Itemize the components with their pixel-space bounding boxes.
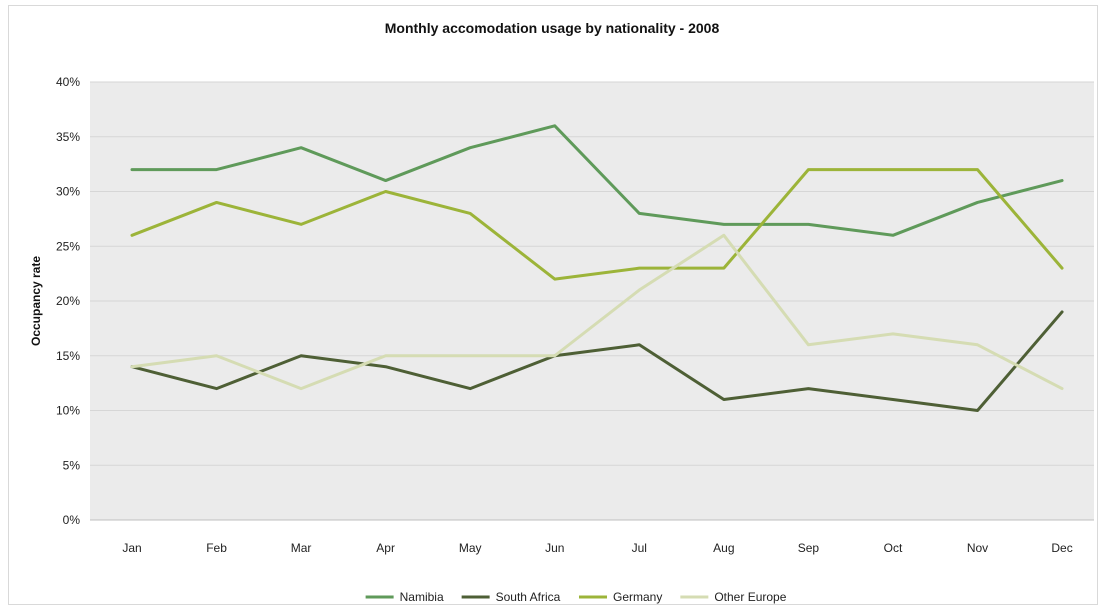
series-line-south-africa bbox=[130, 310, 1064, 412]
x-tick-label: Sep bbox=[798, 541, 820, 555]
x-tick-label: Mar bbox=[291, 541, 312, 555]
legend: Namibia South Africa Germany Other Europe bbox=[365, 590, 787, 604]
x-tick-label: Oct bbox=[884, 541, 903, 555]
x-tick-label: Aug bbox=[713, 541, 734, 555]
y-tick-label: 25% bbox=[56, 239, 80, 253]
y-tick-label: 0% bbox=[63, 513, 81, 527]
x-tick-label: Jul bbox=[632, 541, 647, 555]
legend-item: Namibia bbox=[365, 590, 444, 604]
y-tick-label: 40% bbox=[56, 75, 80, 89]
legend-label: South Africa bbox=[496, 590, 561, 604]
legend-label: Namibia bbox=[400, 590, 444, 604]
gridlines bbox=[90, 81, 1094, 466]
x-tick-label: May bbox=[459, 541, 482, 555]
x-tick-label: Feb bbox=[206, 541, 227, 555]
legend-label: Other Europe bbox=[714, 590, 786, 604]
y-tick-label: 35% bbox=[56, 130, 80, 144]
y-tick-label: 10% bbox=[56, 404, 80, 418]
series-line-namibia bbox=[130, 124, 1064, 237]
series-lines bbox=[130, 124, 1064, 412]
legend-label: Germany bbox=[613, 590, 662, 604]
series-line-other-europe bbox=[130, 233, 1064, 391]
y-axis-ticks: 0% 5% 10% 15% 20% 25% 30% 35% 40% bbox=[56, 75, 80, 527]
series-line-germany bbox=[130, 168, 1064, 281]
y-tick-label: 30% bbox=[56, 185, 80, 199]
legend-item: Other Europe bbox=[680, 590, 787, 604]
y-axis-title: Occupancy rate bbox=[29, 256, 43, 346]
y-tick-label: 20% bbox=[56, 294, 80, 308]
x-tick-label: Jun bbox=[545, 541, 564, 555]
x-axis-ticks: Jan Feb Mar Apr May Jun Jul Aug Sep Oct Nov Dec bbox=[90, 519, 1094, 555]
x-tick-label: Apr bbox=[376, 541, 395, 555]
chart-title: Monthly accomodation usage by nationalit… bbox=[385, 20, 720, 36]
x-tick-label: Jan bbox=[122, 541, 141, 555]
legend-item: Germany bbox=[578, 590, 662, 604]
y-tick-label: 15% bbox=[56, 349, 80, 363]
legend-item: South Africa bbox=[461, 590, 561, 604]
y-tick-label: 5% bbox=[63, 458, 81, 472]
x-tick-label: Dec bbox=[1051, 541, 1072, 555]
x-tick-label: Nov bbox=[967, 541, 988, 555]
